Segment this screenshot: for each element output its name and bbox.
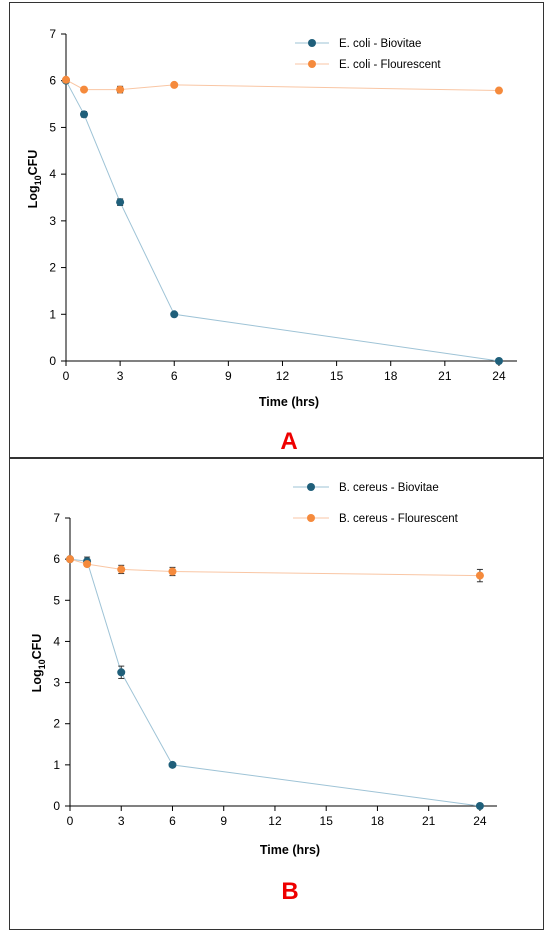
chart-a-series-1-point (116, 85, 125, 94)
chart-b-y-tick-label: 4 (53, 634, 60, 648)
chart-b-y-tick-label: 5 (53, 593, 60, 607)
chart-b-series-0-point (117, 668, 126, 677)
chart-b-x-tick-label: 12 (268, 814, 282, 828)
chart-b-series-1-point (117, 565, 126, 574)
chart-b-series-1-point (475, 571, 484, 580)
chart-a-series-0-point (170, 310, 179, 319)
chart-a-series-1-point (494, 86, 503, 95)
chart-b-panel-letter: B (281, 878, 298, 905)
chart-b-legend-label-flourescent: B. cereus - Flourescent (339, 513, 459, 525)
chart-b-y-tick-label: 2 (53, 717, 60, 731)
chart-a-x-tick-label: 0 (63, 369, 70, 383)
chart-b-x-tick-label: 24 (473, 814, 487, 828)
chart-a-series-1-point (62, 75, 70, 84)
chart-b-x-tick-label: 6 (169, 814, 176, 828)
chart-a-y-tick-label: 1 (49, 307, 56, 321)
chart-a-y-axis-title: Log10CFU (26, 150, 43, 209)
chart-b-series-1-point (168, 567, 177, 576)
chart-b-x-tick-label: 18 (371, 814, 385, 828)
chart-b-x-axis-title: Time (hrs) (260, 843, 320, 857)
chart-a-series-1-line (65, 79, 500, 91)
chart-a-y-tick-label: 6 (49, 74, 56, 88)
chart-a-x-tick-label: 24 (492, 369, 506, 383)
chart-a-series-1-point (80, 85, 89, 94)
chart-a-y-tick-label: 0 (49, 354, 56, 368)
chart-b-series-1-line (69, 558, 480, 577)
chart-a-series-1-point (170, 80, 179, 89)
chart-b-y-tick-label: 6 (53, 552, 60, 566)
chart-a-y-tick-label: 7 (49, 27, 56, 41)
chart-a-x-tick-label: 12 (276, 369, 290, 383)
chart-a-legend-marker-0 (308, 39, 316, 47)
chart-a-y-tick-label: 5 (49, 120, 56, 134)
chart-panel-b: 0 3 6 9 12 15 18 21 24 0 1 2 3 4 5 6 7 Log10CFU Time (hr… (9, 458, 544, 930)
chart-b-y-tick-label: 0 (53, 799, 60, 813)
chart-b-y-tick-label: 7 (53, 511, 60, 525)
chart-a-x-axis-title: Time (hrs) (259, 395, 319, 409)
chart-b-ylabel-prefix: Log (30, 669, 44, 692)
chart-b-series-0-line (69, 558, 480, 807)
chart-a-legend-label-flourescent: E. coli - Flourescent (339, 59, 441, 71)
chart-b-ylabel-suffix: CFU (30, 634, 44, 660)
chart-a-panel-letter: A (280, 428, 297, 455)
chart-a-x-tick-label: 15 (330, 369, 344, 383)
chart-a-x-tick-label: 6 (171, 369, 178, 383)
chart-a-legend-marker-1 (308, 60, 316, 68)
chart-b-series-1-point (66, 555, 74, 564)
chart-a-series-0-point (494, 357, 503, 365)
chart-a-ylabel-suffix: CFU (26, 150, 40, 176)
chart-b-y-tick-label: 3 (53, 676, 60, 690)
chart-a-y-tick-label: 4 (49, 167, 56, 181)
chart-b-legend-label-biovitae: B. cereus - Biovitae (339, 482, 439, 494)
chart-a-x-tick-label: 9 (225, 369, 232, 383)
chart-a-series-0-point (116, 198, 125, 207)
chart-a-y-tick-label: 2 (49, 261, 56, 275)
chart-b-x-tick-label: 9 (220, 814, 227, 828)
chart-b-legend-marker-0 (307, 483, 315, 491)
chart-b-x-tick-label: 15 (320, 814, 334, 828)
chart-a-x-tick-label: 21 (438, 369, 452, 383)
chart-a-series-0-point (80, 110, 89, 119)
chart-b-y-axis-title: Log10CFU (30, 634, 47, 693)
chart-a-y-tick-label: 3 (49, 214, 56, 228)
chart-a-series-0-line (65, 80, 500, 362)
chart-panel-a: 0 3 6 9 12 15 18 21 24 0 1 2 3 4 5 6 7 Log10CFU Time (hr… (9, 2, 544, 458)
chart-b-series-0-point (168, 760, 177, 769)
chart-b-ylabel-subscript: 10 (37, 659, 47, 669)
chart-b-series-0-point (475, 802, 484, 810)
chart-b-series-1-point (83, 560, 92, 569)
chart-b-y-tick-label: 1 (53, 758, 60, 772)
chart-a-ylabel-subscript: 10 (33, 175, 43, 185)
chart-b-x-tick-label: 0 (67, 814, 74, 828)
chart-a-x-tick-label: 3 (117, 369, 124, 383)
chart-a-x-tick-label: 18 (384, 369, 398, 383)
chart-a-legend-label-biovitae: E. coli - Biovitae (339, 38, 421, 50)
chart-a-ylabel-prefix: Log (26, 185, 40, 208)
chart-b-x-tick-label: 21 (422, 814, 436, 828)
chart-b-x-tick-label: 3 (118, 814, 125, 828)
chart-b-legend-marker-1 (307, 514, 315, 522)
